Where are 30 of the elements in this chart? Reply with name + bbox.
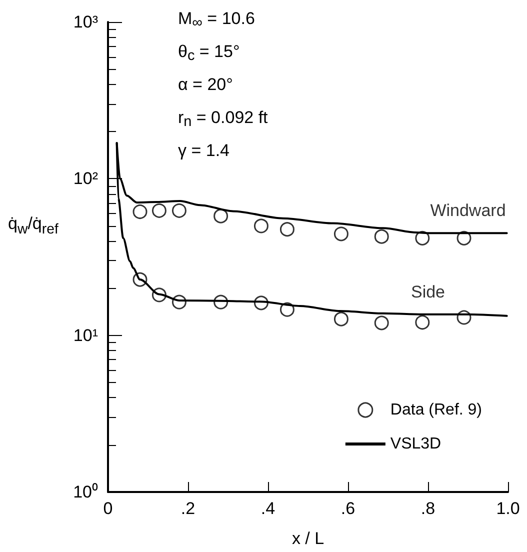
point bbox=[132, 204, 148, 219]
point bbox=[374, 316, 389, 330]
x-tick-label: .8 bbox=[420, 499, 436, 518]
point bbox=[172, 203, 186, 218]
legend-label: Data (Ref. 9) bbox=[390, 402, 482, 418]
x-axis-title: x / L bbox=[292, 529, 324, 548]
annotation: Windward bbox=[430, 201, 506, 220]
annotation: M∞ = 10.6 bbox=[178, 9, 255, 31]
x-tick-label: 0 bbox=[103, 499, 113, 518]
point bbox=[214, 208, 228, 224]
y-tick-label: 10¹ bbox=[73, 326, 98, 345]
x-tick-label: .4 bbox=[260, 499, 276, 518]
x-tick-label: 1.0 bbox=[496, 499, 520, 518]
annotation: Side bbox=[410, 282, 446, 302]
legend-label: VSL3D bbox=[390, 436, 442, 452]
y-axis-title: q̇$_{w}$/q̇$_{ref}$ bbox=[8, 214, 58, 238]
point bbox=[374, 229, 389, 244]
point bbox=[334, 226, 348, 242]
point bbox=[152, 203, 166, 218]
x-tick-label: .6 bbox=[340, 499, 356, 518]
point bbox=[415, 315, 430, 330]
point bbox=[254, 218, 268, 234]
x-tick-label: .2 bbox=[180, 499, 196, 518]
annotation: γ = 1.4 bbox=[178, 141, 230, 160]
y-tick-label: 10² bbox=[73, 169, 98, 188]
y-tick-label: 10³ bbox=[73, 12, 98, 32]
point bbox=[334, 312, 348, 326]
annotation: α = 20° bbox=[178, 75, 233, 94]
point bbox=[280, 222, 294, 237]
y-tick-label: 10⁰ bbox=[73, 482, 98, 502]
